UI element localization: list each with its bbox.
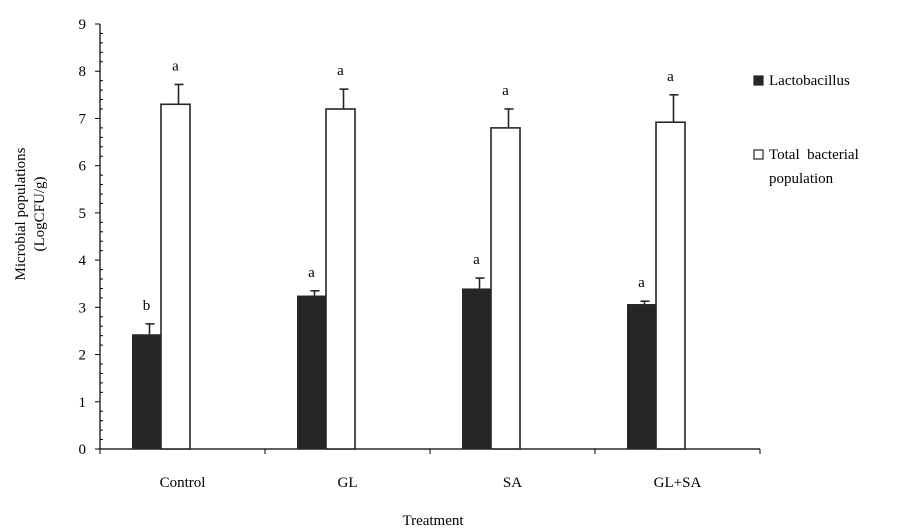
- significance-label: b: [143, 298, 151, 314]
- bar-total-bacterial: [160, 103, 191, 450]
- y-tick-label: 8: [79, 64, 87, 80]
- y-axis-title-line-2: (LogCFU/g): [32, 176, 48, 251]
- significance-label: a: [502, 83, 509, 99]
- x-tick-label: SA: [503, 475, 522, 491]
- y-tick-label: 9: [79, 17, 87, 33]
- y-tick-label: 3: [79, 300, 87, 316]
- bar-lactobacillus: [627, 304, 656, 449]
- y-tick-label: 1: [79, 395, 87, 411]
- legend: Lactobacillus Total bacterial population: [753, 73, 859, 187]
- significance-label: a: [308, 265, 315, 281]
- bar-total-bacterial: [490, 127, 521, 450]
- legend-swatch: [753, 149, 764, 160]
- significance-label: a: [473, 252, 480, 268]
- plot-area: 0 1 2 3 4 5 6 7 8 9 Control GL SA GL+SA b a a a a a a a: [79, 17, 761, 491]
- x-axis-title: Treatment: [402, 513, 464, 529]
- legend-label: Total bacterial: [769, 147, 859, 163]
- bar-lactobacillus: [132, 334, 161, 449]
- y-axis-title: Microbial populations (LogCFU/g): [13, 147, 48, 280]
- x-tick-label: GL+SA: [654, 475, 702, 491]
- legend-label: population: [769, 171, 834, 187]
- y-tick-label: 7: [79, 111, 87, 127]
- bar-total-bacterial: [655, 121, 686, 450]
- y-tick-label: 0: [79, 442, 87, 458]
- y-tick-label: 6: [79, 159, 87, 175]
- legend-swatch: [753, 75, 764, 86]
- x-tick-label: GL: [338, 475, 358, 491]
- legend-label: Lactobacillus: [769, 73, 850, 89]
- y-tick-label: 2: [79, 348, 87, 364]
- bar-lactobacillus: [297, 295, 326, 449]
- significance-label: a: [172, 58, 179, 74]
- x-tick-label: Control: [160, 475, 206, 491]
- y-tick-label: 5: [79, 206, 87, 222]
- y-tick-label: 4: [79, 253, 87, 269]
- y-axis-title-line-1: Microbial populations: [13, 147, 29, 280]
- bar-lactobacillus: [462, 288, 491, 449]
- significance-label: a: [638, 275, 645, 291]
- bar-total-bacterial: [325, 108, 356, 450]
- significance-label: a: [667, 69, 674, 85]
- significance-label: a: [337, 63, 344, 79]
